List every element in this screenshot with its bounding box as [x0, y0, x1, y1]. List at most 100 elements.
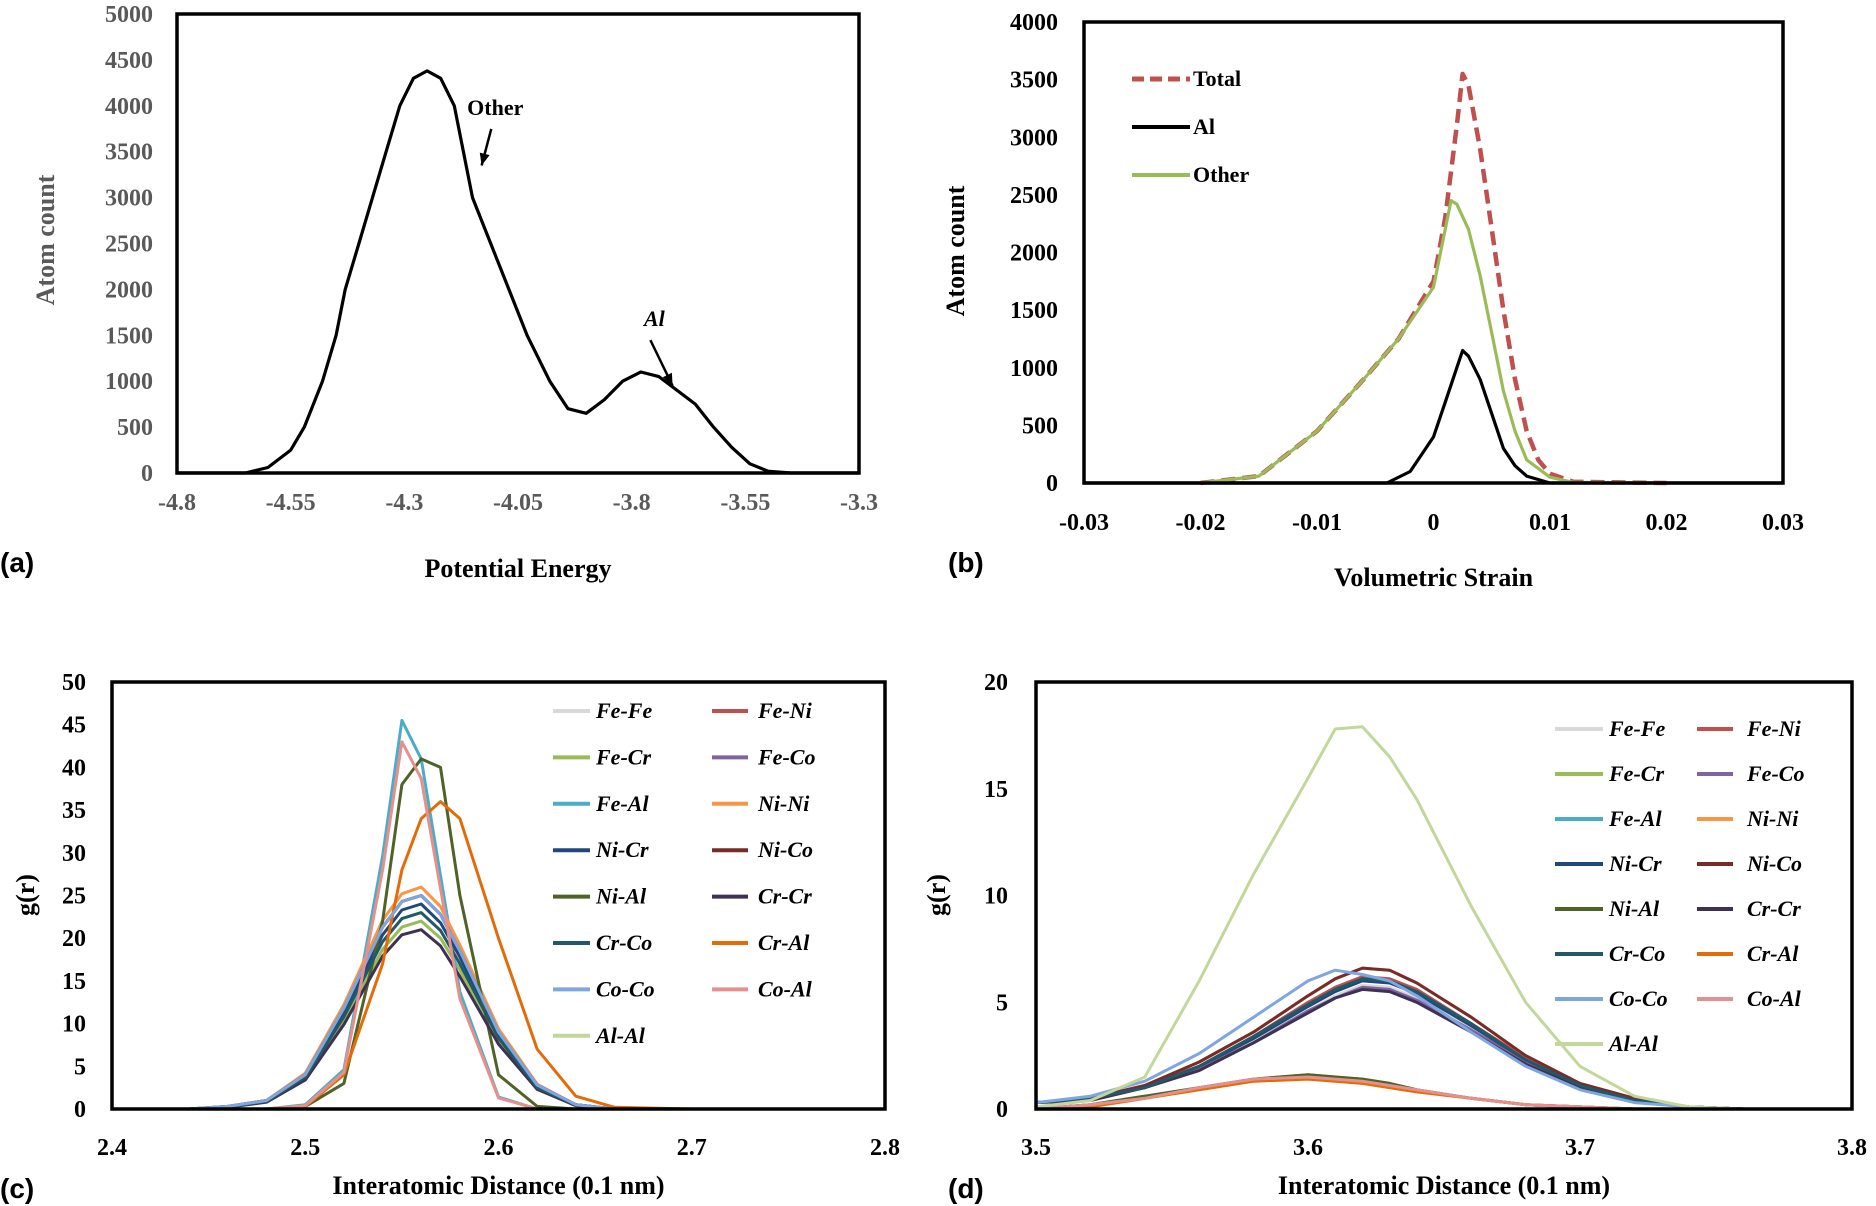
x-tick-label: -0.02: [1176, 510, 1226, 536]
y-tick-label: 3000: [105, 186, 153, 212]
legend-label: Total: [1193, 66, 1241, 91]
legend-label: Co-Co: [1609, 986, 1668, 1011]
y-tick-label: 15: [62, 969, 86, 995]
y-tick-label: 2000: [105, 277, 153, 303]
legend: Total Al Other: [1132, 66, 1249, 187]
y-tick-label: 500: [117, 415, 153, 441]
y-tick-label: 2500: [1010, 183, 1058, 209]
y-tick-label: 30: [62, 841, 86, 867]
series-line-fe-co: [112, 894, 885, 1111]
x-tick-label: 2.8: [870, 1135, 900, 1161]
x-tick-label: -4.3: [385, 490, 423, 516]
y-axis-title: g(r): [11, 874, 40, 916]
y-tick-label: 1500: [105, 323, 153, 349]
y-tick-label: 4000: [1010, 10, 1058, 36]
y-tick-label: 1000: [1010, 356, 1058, 382]
annotation-label: Al: [642, 306, 666, 331]
series-line-fe-al: [112, 718, 885, 1111]
legend-label: Fe-Al: [1608, 806, 1662, 831]
legend-label: Fe-Fe: [595, 698, 652, 723]
legend-label: Cr-Cr: [758, 884, 812, 909]
legend: Fe-Fe Fe-Ni Fe-Cr Fe-Co Fe-Al Ni-Ni Ni-Cr Ni-Co…: [1555, 716, 1804, 1056]
legend-label: Fe-Co: [1746, 761, 1804, 786]
y-tick-label: 1000: [105, 369, 153, 395]
x-tick-label: 3.6: [1293, 1135, 1323, 1161]
chart-panel-c: 0 5 10 15 20 25 30 35 40 45 50 2.4 2.5 2.6 2.7 2.8 Inter…: [0, 670, 900, 1204]
legend-label: Ni-Al: [1608, 896, 1660, 921]
legend-label: Ni-Ni: [1746, 806, 1799, 831]
y-tick-label: 45: [62, 713, 86, 739]
arrowhead-icon: [479, 152, 490, 166]
series-line-fe-ni: [1035, 975, 1852, 1111]
x-axis-title: Potential Energy: [424, 554, 611, 583]
series-line-al: [1084, 348, 1783, 485]
legend-label: Fe-Ni: [757, 698, 813, 723]
x-tick-label: 3.8: [1837, 1135, 1867, 1161]
y-axis-title: Atom count: [941, 185, 970, 316]
y-tick-label: 15: [984, 777, 1008, 803]
y-tick-label: 5: [74, 1054, 86, 1080]
legend-label: Ni-Co: [1746, 851, 1802, 876]
x-tick-label: 2.4: [97, 1135, 127, 1161]
y-tick-label: 4000: [105, 94, 153, 120]
legend-label: Al-Al: [594, 1023, 646, 1048]
legend-label: Al-Al: [1607, 1031, 1659, 1056]
legend-label: Fe-Cr: [1608, 761, 1664, 786]
x-tick-label: 2.7: [677, 1135, 707, 1161]
y-tick-label: 3000: [1010, 125, 1058, 151]
x-axis-title: Interatomic Distance (0.1 nm): [332, 1171, 664, 1200]
legend-label: Ni-Cr: [595, 837, 649, 862]
chart-panel-d: 0 5 10 15 20 3.5 3.6 3.7 3.8 Interatomic Distance…: [922, 670, 1867, 1204]
arrowhead-icon: [662, 372, 673, 386]
series-line-other: [1200, 199, 1667, 485]
x-tick-label: 0.03: [1762, 510, 1804, 536]
y-axis-title: Atom count: [31, 174, 60, 305]
legend-label: Fe-Fe: [1608, 716, 1665, 741]
plot-frame: [110, 680, 887, 1111]
legend-label: Cr-Cr: [1747, 896, 1801, 921]
x-tick-label: 2.6: [484, 1135, 514, 1161]
legend-label: Fe-Co: [757, 744, 815, 769]
x-tick-label: 0.01: [1529, 510, 1571, 536]
legend-label: Ni-Co: [757, 837, 813, 862]
legend-label: Other: [1193, 162, 1249, 187]
legend-label: Co-Co: [596, 976, 655, 1001]
y-tick-label: 0: [996, 1097, 1008, 1123]
legend-label: Cr-Co: [596, 930, 652, 955]
series-line-total: [1200, 71, 1667, 486]
legend-label: Al: [1193, 114, 1215, 139]
y-tick-label: 40: [62, 755, 86, 781]
plot-frame: [1082, 20, 1785, 485]
series-line-fe-ni: [112, 894, 885, 1111]
x-tick-label: 3.7: [1565, 1135, 1595, 1161]
y-tick-label: 3500: [1010, 68, 1058, 94]
y-tick-label: 500: [1022, 413, 1058, 439]
legend-label: Fe-Ni: [1746, 716, 1802, 741]
series-line-ni-co: [112, 894, 885, 1111]
y-axis-title: g(r): [922, 874, 951, 916]
panel-label: (b): [948, 547, 984, 578]
legend-label: Cr-Al: [1747, 941, 1799, 966]
x-tick-label: 2.5: [290, 1135, 320, 1161]
x-tick-label: 3.5: [1021, 1135, 1051, 1161]
legend-label: Ni-Cr: [1608, 851, 1662, 876]
x-axis-title: Interatomic Distance (0.1 nm): [1278, 1171, 1610, 1200]
y-tick-label: 10: [62, 1012, 86, 1038]
x-tick-label: -0.01: [1292, 510, 1342, 536]
x-axis-title: Volumetric Strain: [1334, 563, 1534, 592]
y-tick-label: 35: [62, 798, 86, 824]
legend-label: Ni-Al: [595, 884, 647, 909]
y-tick-label: 20: [62, 926, 86, 952]
plot-frame: [1034, 680, 1854, 1111]
series-line-fe-fe: [1035, 983, 1852, 1111]
x-tick-label: -4.55: [266, 490, 316, 516]
series-line-al-al: [1035, 725, 1852, 1111]
legend-label: Cr-Co: [1609, 941, 1665, 966]
series-line-curve: [177, 69, 859, 475]
y-tick-label: 4500: [105, 48, 153, 74]
legend-label: Co-Al: [758, 976, 813, 1001]
annotation-label: Other: [467, 95, 523, 120]
plot-frame: [175, 12, 861, 475]
legend: Fe-Fe Fe-Ni Fe-Cr Fe-Co Fe-Al Ni-Ni Ni-Cr Ni-Co…: [553, 698, 815, 1048]
